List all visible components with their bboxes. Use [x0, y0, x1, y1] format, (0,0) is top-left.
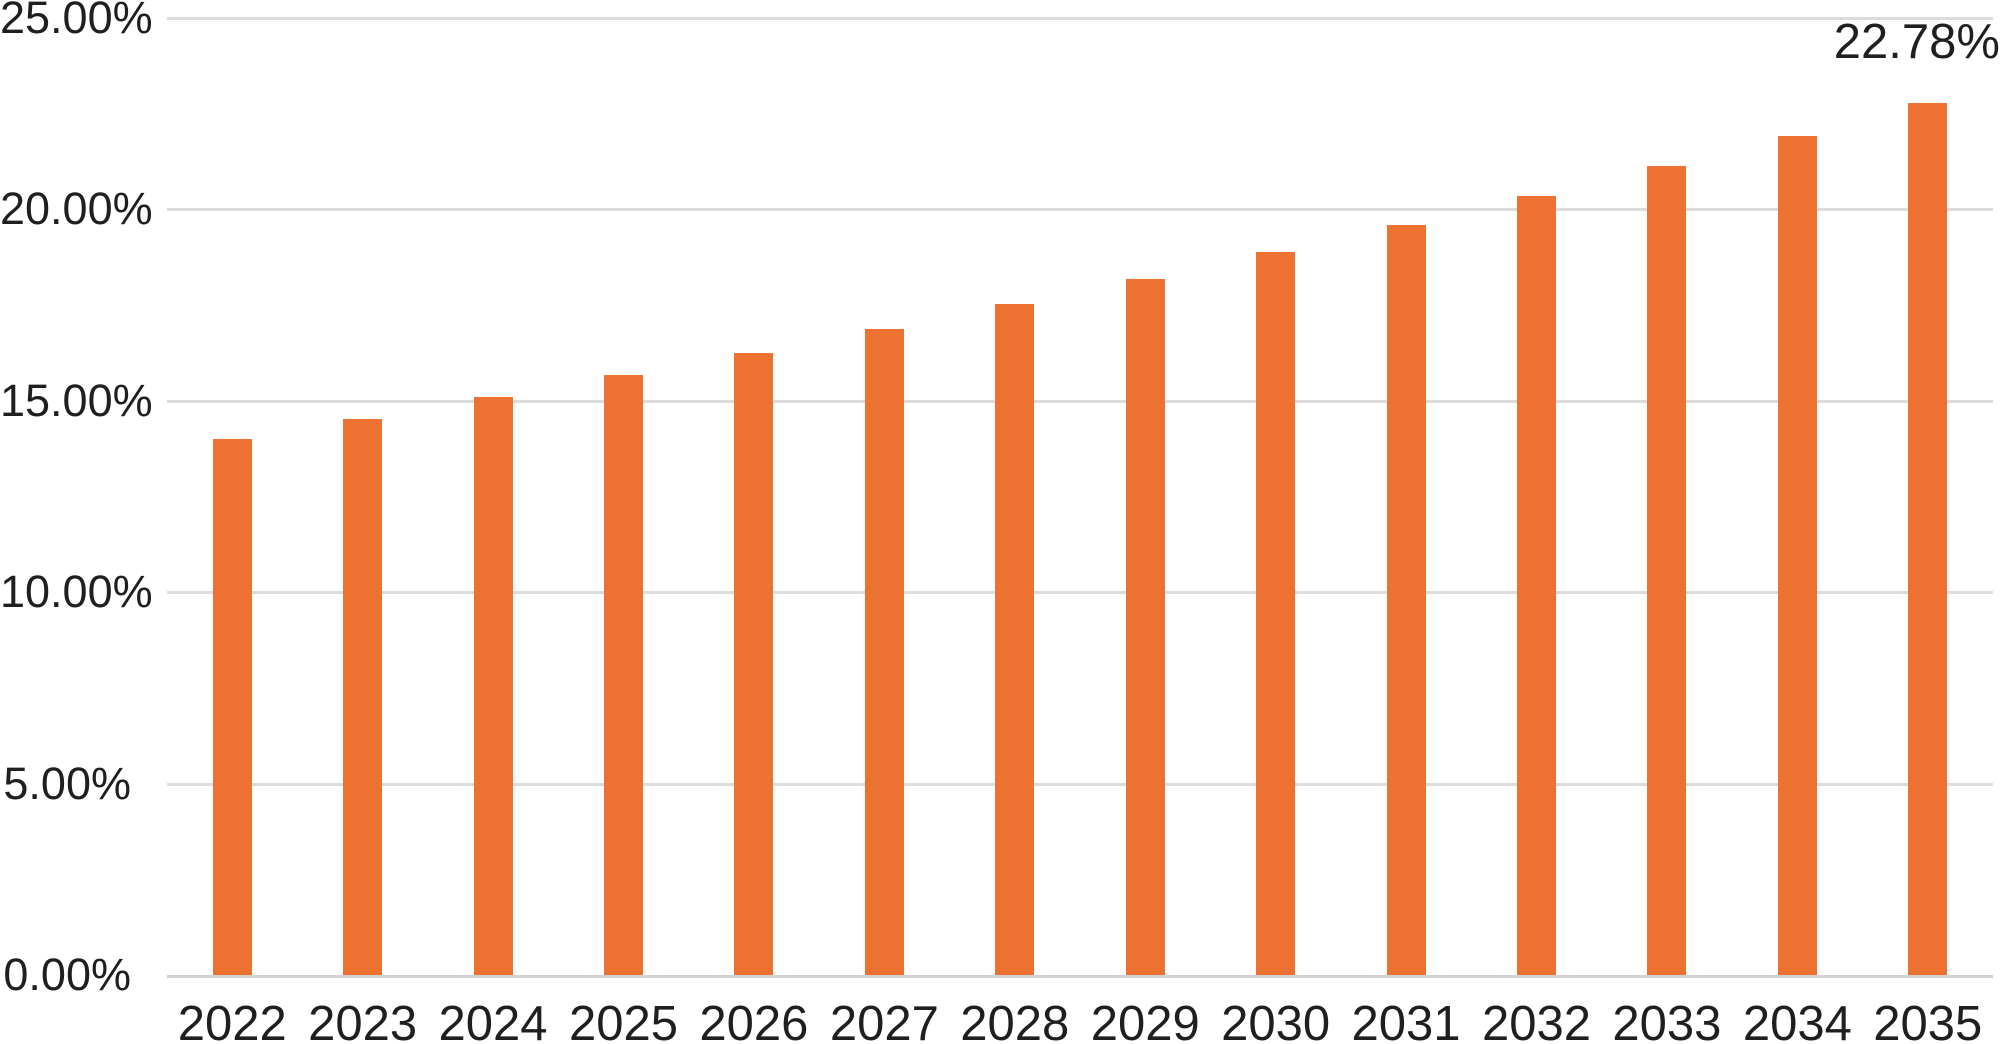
- bar-2035: [1908, 102, 1948, 975]
- bar-2034: [1777, 135, 1817, 975]
- bar-2023: [343, 418, 383, 975]
- bar-2028: [995, 304, 1035, 975]
- x-axis-label-2025: 2025: [568, 997, 678, 1044]
- bar-2025: [604, 375, 643, 975]
- bar-2026: [734, 352, 774, 975]
- x-axis-label-2027: 2027: [829, 997, 939, 1044]
- bar-2030: [1256, 252, 1296, 975]
- gridline-10: [167, 591, 1993, 595]
- x-axis-label-2029: 2029: [1090, 997, 1200, 1044]
- x-axis-label-2031: 2031: [1351, 997, 1461, 1044]
- x-axis-label-2035: 2035: [1873, 997, 1983, 1044]
- gridline-15: [167, 399, 1993, 403]
- x-axis-label-2028: 2028: [960, 997, 1070, 1044]
- x-axis-label-2023: 2023: [308, 997, 418, 1044]
- y-axis-label-15: 15.00%: [0, 374, 153, 426]
- data-label-2035: 22.78%: [1833, 15, 2000, 69]
- gridline-25: [167, 17, 1993, 20]
- x-axis-label-2032: 2032: [1481, 997, 1591, 1044]
- y-axis-label-20: 20.00%: [0, 183, 153, 235]
- plot-area: [167, 17, 1993, 978]
- y-axis-label-10: 10.00%: [0, 566, 153, 618]
- x-axis-label-2034: 2034: [1742, 997, 1852, 1044]
- gridline-20: [167, 208, 1993, 212]
- bar-2027: [864, 328, 904, 975]
- x-axis-label-2022: 2022: [177, 997, 287, 1044]
- y-axis-label-5: 5.00%: [3, 757, 131, 809]
- gridline-5: [167, 782, 1993, 786]
- bar-2029: [1125, 278, 1165, 975]
- x-axis-label-2030: 2030: [1221, 997, 1331, 1044]
- bar-2031: [1386, 224, 1426, 975]
- bar-2022: [212, 439, 252, 975]
- bar-2033: [1647, 166, 1687, 975]
- x-axis-label-2024: 2024: [438, 997, 548, 1044]
- x-axis-label-2033: 2033: [1612, 997, 1722, 1044]
- bar-2032: [1517, 196, 1556, 975]
- y-axis-label-0: 0.00%: [3, 949, 131, 1000]
- bar-2024: [473, 397, 513, 975]
- y-axis-label-25: 25.00%: [0, 0, 153, 43]
- x-axis-label-2026: 2026: [699, 997, 809, 1044]
